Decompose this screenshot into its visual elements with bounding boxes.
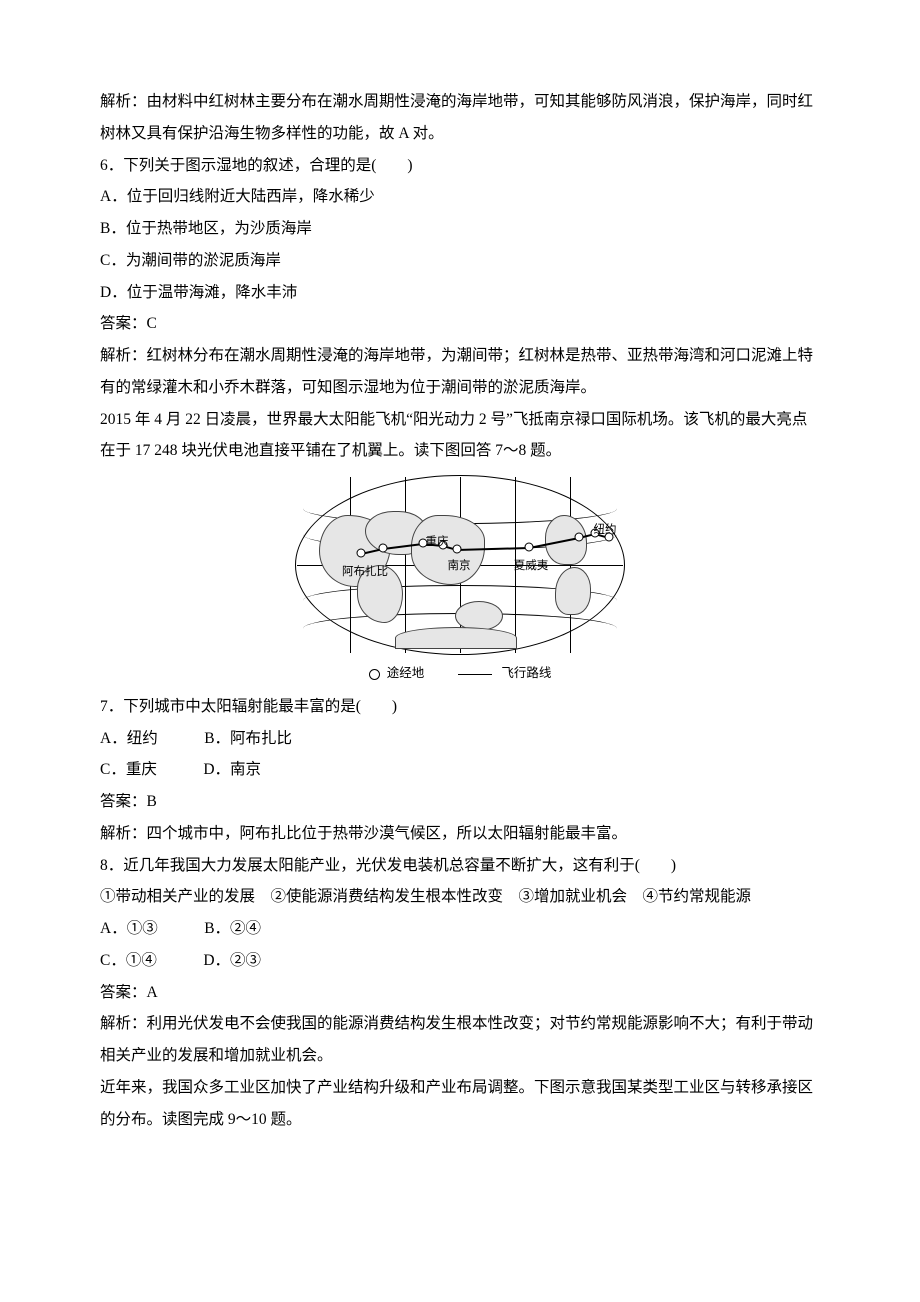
legend-route: 飞行路线 (458, 661, 551, 687)
city-label-nanjing: 南京 (448, 555, 471, 579)
stimulus-7-8: 2015 年 4 月 22 日凌晨，世界最大太阳能飞机“阳光动力 2 号”飞抵南… (100, 404, 820, 468)
legend-route-label: 飞行路线 (501, 666, 551, 680)
city-label-xiaweiyi: 夏威夷 (514, 555, 549, 579)
city-label-chongqing: 重庆 (426, 531, 449, 555)
continent-shape-5 (555, 567, 591, 615)
question-6-option-a: A．位于回归线附近大陆西岸，降水稀少 (100, 181, 820, 213)
question-6-stem: 6．下列关于图示湿地的叙述，合理的是( ) (100, 150, 820, 182)
continent-shape-7 (395, 627, 517, 649)
figure-7-8-world-map-block: 阿布扎比 重庆南京 夏威夷 纽约 途经地 飞行路线 (100, 475, 820, 687)
legend-waypoint-label: 途经地 (387, 666, 425, 680)
question-7-answer: 答案：B (100, 786, 820, 818)
waypoint-1 (379, 544, 388, 553)
question-8-stem: 8．近几年我国大力发展太阳能产业，光伏发电装机总容量不断扩大，这有利于( ) (100, 850, 820, 882)
waypoint-5 (525, 543, 534, 552)
question-8-answer: 答案：A (100, 977, 820, 1009)
meridian-5 (570, 477, 571, 653)
question-7-options-ab: A．纽约 B．阿布扎比 (100, 723, 820, 755)
question-7-explanation: 解析：四个城市中，阿布扎比位于热带沙漠气候区，所以太阳辐射能最丰富。 (100, 818, 820, 850)
question-6-option-b: B．位于热带地区，为沙质海岸 (100, 213, 820, 245)
waypoint-4 (453, 545, 462, 554)
legend-route-icon (458, 674, 492, 675)
map-legend: 途经地 飞行路线 (369, 661, 552, 687)
question-8-explanation: 解析：利用光伏发电不会使我国的能源消费结构发生根本性改变；对节约常规能源影响不大… (100, 1008, 820, 1072)
question-8-options-cd: C．①④ D．②③ (100, 945, 820, 977)
document-page: 解析：由材料中红树林主要分布在潮水周期性浸淹的海岸地带，可知其能够防风消浪，保护… (0, 0, 920, 1196)
question-6-option-c: C．为潮间带的淤泥质海岸 (100, 245, 820, 277)
question-6-option-d: D．位于温带海滩，降水丰沛 (100, 277, 820, 309)
city-label-niuyue: 纽约 (594, 519, 617, 543)
meridian-2 (405, 477, 406, 653)
legend-waypoint-icon (369, 669, 380, 680)
world-map-wrapper: 阿布扎比 重庆南京 夏威夷 纽约 途经地 飞行路线 (295, 475, 625, 687)
question-7-options-cd: C．重庆 D．南京 (100, 754, 820, 786)
question-8-statements: ①带动相关产业的发展 ②使能源消费结构发生根本性改变 ③增加就业机会 ④节约常规… (100, 881, 820, 913)
stimulus-9-10: 近年来，我国众多工业区加快了产业结构升级和产业布局调整。下图示意我国某类型工业区… (100, 1072, 820, 1136)
explanation-text: 解析：由材料中红树林主要分布在潮水周期性浸淹的海岸地带，可知其能够防风消浪，保护… (100, 86, 820, 150)
waypoint-0 (357, 549, 366, 558)
question-7-stem: 7．下列城市中太阳辐射能最丰富的是( ) (100, 691, 820, 723)
waypoint-6 (575, 533, 584, 542)
legend-waypoint: 途经地 (369, 661, 425, 687)
question-8-options-ab: A．①③ B．②④ (100, 913, 820, 945)
question-6-answer: 答案：C (100, 308, 820, 340)
question-6-explanation: 解析：红树林分布在潮水周期性浸淹的海岸地带，为潮间带；红树林是热带、亚热带海湾和… (100, 340, 820, 404)
city-label-abuzhabi: 阿布扎比 (342, 561, 388, 585)
world-map-svg: 阿布扎比 重庆南京 夏威夷 纽约 (295, 475, 625, 655)
